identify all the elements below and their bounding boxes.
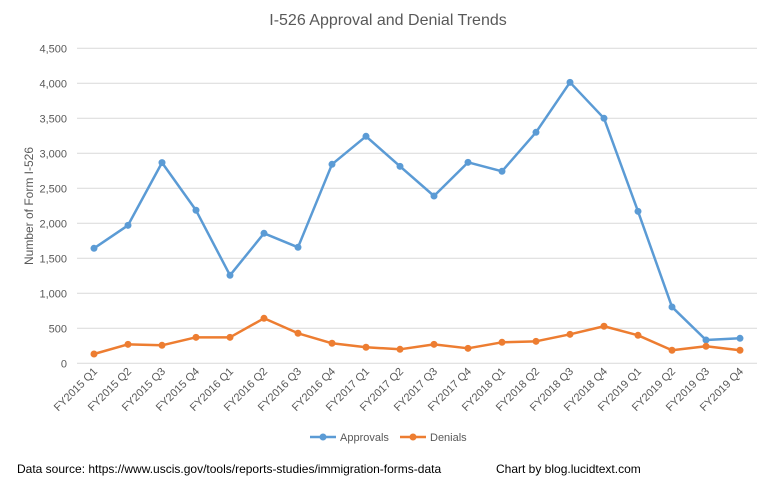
data-point [498, 338, 506, 346]
y-tick-label: 2,500 [39, 183, 67, 195]
data-point [600, 322, 608, 330]
y-tick-label: 0 [61, 358, 67, 370]
data-point [328, 339, 336, 347]
data-point [362, 343, 370, 351]
y-tick-label: 1,500 [39, 253, 67, 265]
data-point [124, 221, 132, 229]
data-point [668, 346, 676, 354]
data-point [260, 314, 268, 322]
data-point [498, 167, 506, 175]
data-point [430, 192, 438, 200]
data-point [430, 340, 438, 348]
data-point [566, 330, 574, 338]
chart-title: I-526 Approval and Denial Trends [269, 12, 506, 29]
data-point [702, 342, 710, 350]
data-point [226, 271, 234, 279]
data-point [158, 341, 166, 349]
data-point [600, 114, 608, 122]
legend-marker [409, 433, 417, 441]
data-point [124, 340, 132, 348]
data-point [362, 132, 370, 140]
data-point [90, 244, 98, 252]
data-point [192, 333, 200, 341]
legend-marker [319, 433, 327, 441]
y-tick-label: 4,000 [39, 78, 67, 90]
chart-credit: Chart by blog.lucidtext.com [496, 462, 641, 476]
series-denials [90, 314, 744, 358]
data-point [532, 128, 540, 136]
data-point [566, 78, 574, 86]
data-point [736, 334, 744, 342]
y-tick-label: 500 [49, 323, 67, 335]
data-point [260, 229, 268, 237]
line-chart: I-526 Approval and Denial Trends 0 500 1,0… [22, 12, 757, 444]
y-tick-label: 4,500 [39, 43, 67, 55]
data-point [328, 160, 336, 168]
series-line [93, 81, 741, 342]
y-tick-label: 3,500 [39, 113, 67, 125]
legend-item-approvals: Approvals [310, 432, 389, 444]
data-point [192, 206, 200, 214]
data-point [532, 337, 540, 345]
data-point [158, 159, 166, 167]
data-point [634, 331, 642, 339]
data-point [396, 345, 404, 353]
data-point [634, 207, 642, 215]
data-point [464, 344, 472, 352]
data-point [396, 162, 404, 170]
legend-item-denials: Denials [400, 432, 467, 444]
y-tick-label: 1,000 [39, 288, 67, 300]
series-approvals [90, 78, 744, 344]
y-tick-label: 3,000 [39, 148, 67, 160]
legend-label: Approvals [340, 432, 389, 444]
data-point [702, 336, 710, 344]
y-axis-label: Number of Form I-526 [22, 147, 36, 265]
legend-label: Denials [430, 432, 467, 444]
data-source-note: Data source: https://www.uscis.gov/tools… [17, 462, 442, 476]
data-point [294, 243, 302, 251]
data-point [668, 303, 676, 311]
data-point [90, 350, 98, 358]
data-point [464, 158, 472, 166]
data-point [736, 346, 744, 354]
data-point [226, 333, 234, 341]
series-line [93, 317, 741, 356]
data-point [294, 329, 302, 337]
y-tick-label: 2,000 [39, 218, 67, 230]
